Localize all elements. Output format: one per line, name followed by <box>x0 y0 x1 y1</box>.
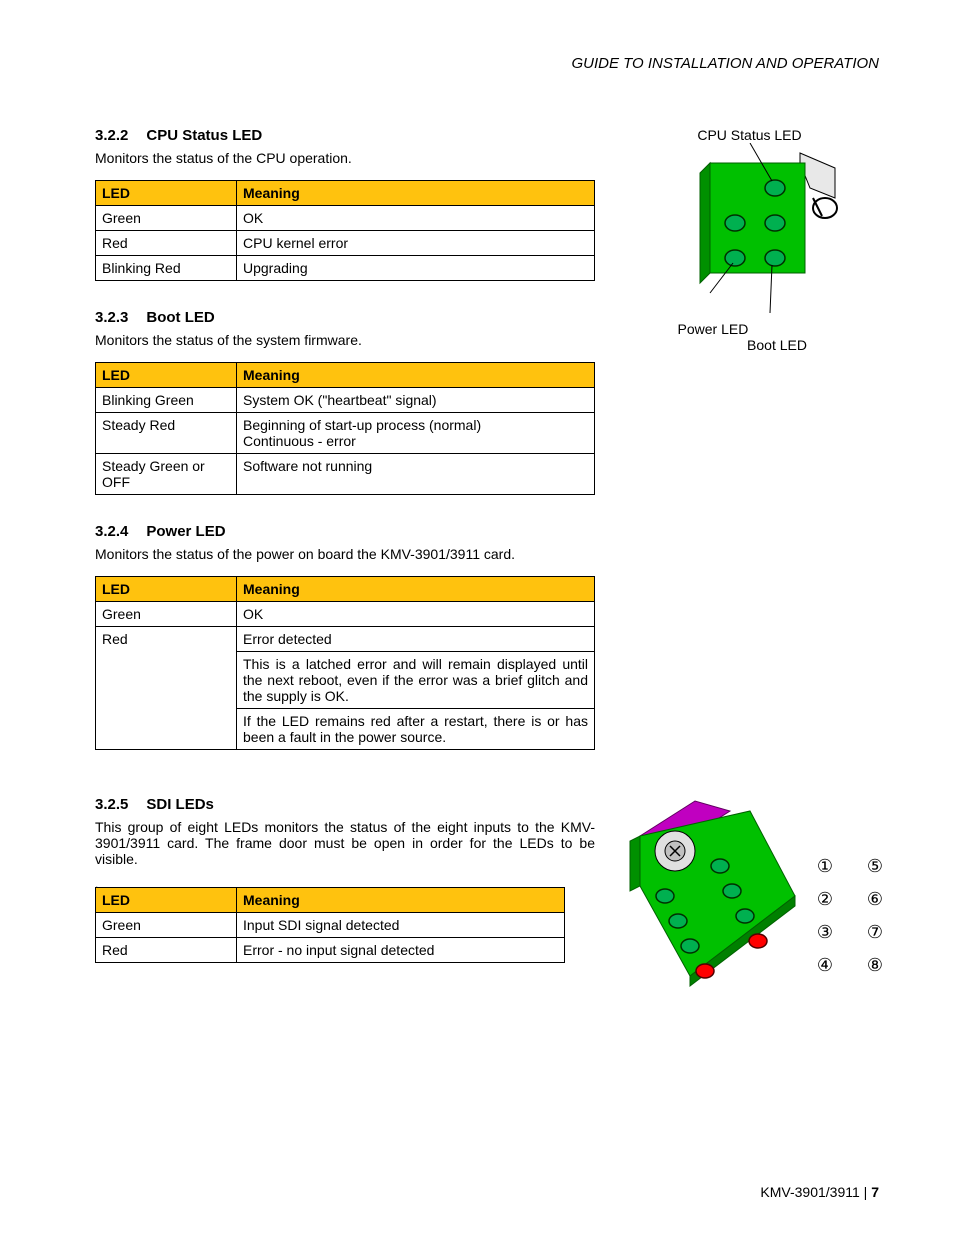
cell: Green <box>96 913 237 938</box>
th-meaning: Meaning <box>237 363 595 388</box>
cell: Blinking Red <box>96 256 237 281</box>
diagram-top: CPU Status LED <box>650 127 850 353</box>
heading-title: Boot LED <box>146 309 214 326</box>
footer-model: KMV-3901/3911 <box>760 1184 859 1200</box>
table-sdi-led: LED Meaning GreenInput SDI signal detect… <box>95 887 565 963</box>
footer-sep: | <box>860 1184 871 1200</box>
circled-4: ④ <box>815 955 835 976</box>
cell: Error detected <box>237 627 595 652</box>
cell: CPU kernel error <box>237 231 595 256</box>
pcb-bottom-illustration <box>620 796 810 1006</box>
label-power-led: Power LED <box>650 321 850 337</box>
circled-1: ① <box>815 856 835 877</box>
heading-num: 3.2.4 <box>95 523 128 540</box>
cell: Error - no input signal detected <box>237 938 565 963</box>
desc-cpu: Monitors the status of the CPU operation… <box>95 150 595 166</box>
label-boot-led: Boot LED <box>650 337 850 353</box>
heading-boot-led: 3.2.3 Boot LED <box>95 309 595 326</box>
pcb-top-illustration <box>650 143 850 318</box>
th-led: LED <box>96 577 237 602</box>
circled-5: ⑤ <box>865 856 885 877</box>
heading-title: CPU Status LED <box>146 127 262 144</box>
cell: Green <box>96 602 237 627</box>
cell: OK <box>237 602 595 627</box>
heading-title: SDI LEDs <box>146 796 214 813</box>
heading-sdi-leds: 3.2.5 SDI LEDs <box>95 796 595 813</box>
page-header: GUIDE TO INSTALLATION AND OPERATION <box>95 55 879 72</box>
th-led: LED <box>96 888 237 913</box>
cell: Software not running <box>237 454 595 495</box>
cell: Green <box>96 206 237 231</box>
circled-6: ⑥ <box>865 889 885 910</box>
table-power-led: LED Meaning GreenOK RedError detected Th… <box>95 576 595 750</box>
desc-boot: Monitors the status of the system firmwa… <box>95 332 595 348</box>
cell: Blinking Green <box>96 388 237 413</box>
circled-2: ② <box>815 889 835 910</box>
cell: Red <box>96 627 237 750</box>
cell: System OK ("heartbeat" signal) <box>237 388 595 413</box>
th-meaning: Meaning <box>237 888 565 913</box>
heading-num: 3.2.5 <box>95 796 128 813</box>
desc-power: Monitors the status of the power on boar… <box>95 546 879 562</box>
desc-sdi: This group of eight LEDs monitors the st… <box>95 819 595 867</box>
heading-title: Power LED <box>146 523 225 540</box>
cell: OK <box>237 206 595 231</box>
cell: Beginning of start-up process (normal) C… <box>237 413 595 454</box>
diagram-bottom: ① ② ③ ④ ⑤ ⑥ ⑦ ⑧ <box>620 796 890 1009</box>
circled-3: ③ <box>815 922 835 943</box>
cell: Red <box>96 231 237 256</box>
cell: Upgrading <box>237 256 595 281</box>
circled-8: ⑧ <box>865 955 885 976</box>
page-footer: KMV-3901/3911 | 7 <box>760 1184 879 1200</box>
cell: Red <box>96 938 237 963</box>
th-led: LED <box>96 181 237 206</box>
heading-num: 3.2.2 <box>95 127 128 144</box>
cell: Steady Green or OFF <box>96 454 237 495</box>
th-meaning: Meaning <box>237 181 595 206</box>
footer-page-number: 7 <box>871 1184 879 1200</box>
cell: Steady Red <box>96 413 237 454</box>
cell: If the LED remains red after a restart, … <box>237 709 595 750</box>
label-cpu-status-led: CPU Status LED <box>650 127 850 143</box>
th-led: LED <box>96 363 237 388</box>
cell: This is a latched error and will remain … <box>237 652 595 709</box>
table-cpu-led: LED Meaning GreenOK RedCPU kernel error … <box>95 180 595 281</box>
table-boot-led: LED Meaning Blinking GreenSystem OK ("he… <box>95 362 595 495</box>
circled-7: ⑦ <box>865 922 885 943</box>
cell: Input SDI signal detected <box>237 913 565 938</box>
heading-cpu-status: 3.2.2 CPU Status LED <box>95 127 595 144</box>
th-meaning: Meaning <box>237 577 595 602</box>
heading-num: 3.2.3 <box>95 309 128 326</box>
heading-power-led: 3.2.4 Power LED <box>95 523 879 540</box>
